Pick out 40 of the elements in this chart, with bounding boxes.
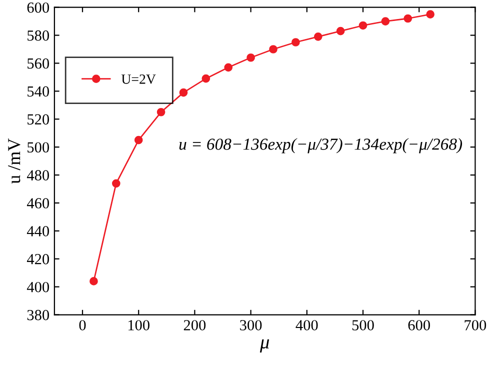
point [426, 10, 434, 18]
point [224, 63, 233, 72]
y-tick-label: 440 [26, 226, 50, 236]
point [336, 26, 345, 36]
point [179, 88, 188, 97]
y-tick-label: 560 [28, 58, 50, 69]
point [112, 179, 120, 188]
x-tick-label: 400 [296, 320, 318, 330]
y-tick-label: 540 [28, 86, 50, 97]
y-tick-label: 420 [26, 254, 50, 264]
annotation: u = 608−136exp(−μ/37)−134exp(−μ/268) [179, 138, 462, 154]
point [269, 45, 278, 54]
point [202, 74, 210, 83]
y-tick-label: 480 [26, 170, 50, 180]
x-axis-title: μ [260, 339, 270, 352]
x-tick-label: 200 [184, 320, 206, 330]
point [156, 108, 166, 116]
y-tick-label: 600 [27, 2, 50, 13]
legend-label: U=2V [121, 74, 156, 84]
point [134, 136, 143, 144]
point [314, 32, 322, 41]
x-tick-label: 300 [240, 320, 262, 330]
point [90, 277, 98, 286]
point [292, 38, 300, 46]
x-tick-label: 700 [464, 320, 486, 330]
y-tick-label: 460 [26, 198, 50, 208]
y-axis-title: u /mV [8, 138, 20, 184]
y-tick-label: 500 [28, 142, 50, 153]
y-tick-label: 580 [28, 30, 50, 41]
point [358, 21, 368, 30]
point [381, 17, 390, 26]
y-tick-label: 400 [26, 282, 50, 292]
x-tick-label: 500 [352, 320, 374, 330]
y-tick-label: 520 [28, 114, 50, 125]
x-tick-label: 100 [128, 320, 150, 330]
y-tick-label: 380 [27, 310, 50, 320]
point [246, 53, 255, 62]
x-tick-label: 600 [408, 320, 430, 330]
point [404, 14, 412, 23]
x-tick-label: 0 [79, 320, 86, 330]
